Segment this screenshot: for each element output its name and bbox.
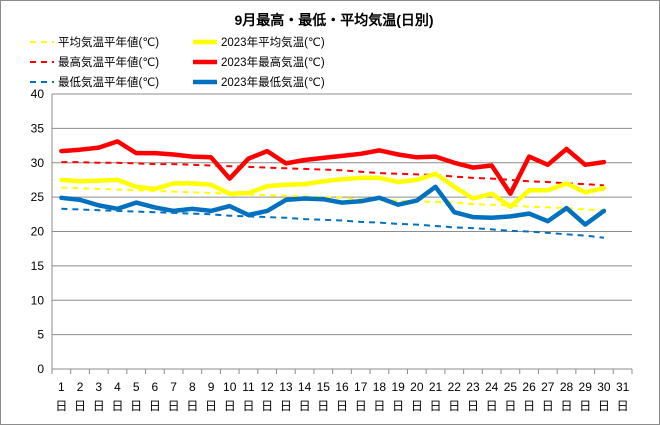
x-tick-label: 27 — [541, 380, 555, 394]
legend: 平均気温平年値(℃) 2023年平均気温(℃) 最高気温平年値(℃) 2023年最高気… — [30, 35, 325, 89]
x-tick-suffix: 日 — [448, 399, 460, 413]
legend-label-5: 最低気温平年値(℃) — [58, 75, 159, 89]
x-tick-label: 6 — [152, 380, 159, 394]
x-tick-suffix: 日 — [336, 399, 348, 413]
y-tick-label: 5 — [37, 328, 44, 342]
series-group — [59, 139, 607, 239]
x-tick-label: 22 — [448, 380, 462, 394]
x-tick-suffix: 日 — [242, 399, 254, 413]
legend-label-3: 最高気温平年値(℃) — [58, 55, 159, 69]
y-tick-label: 40 — [31, 87, 45, 101]
x-tick-label: 7 — [170, 380, 177, 394]
x-tick-label: 3 — [95, 380, 102, 394]
x-tick-suffix: 日 — [111, 399, 123, 413]
x-tick-label: 1 — [58, 380, 65, 394]
x-tick-suffix: 日 — [224, 399, 236, 413]
x-tick-label: 31 — [616, 380, 630, 394]
series-line-3 — [61, 161, 604, 187]
x-tick-label: 11 — [242, 380, 255, 394]
x-tick-suffix: 日 — [280, 399, 292, 413]
x-tick-suffix: 日 — [542, 399, 554, 413]
series-line-2 — [59, 171, 607, 209]
x-tick-suffix: 日 — [186, 399, 198, 413]
series-line-4 — [59, 139, 607, 196]
x-tick-label: 8 — [189, 380, 196, 394]
x-tick-label: 9 — [208, 380, 215, 394]
legend-label-4: 2023年最高気温(℃) — [221, 55, 325, 69]
x-tick-label: 21 — [429, 380, 443, 394]
series-line-6 — [59, 184, 607, 227]
x-tick-label: 5 — [133, 380, 140, 394]
x-tick-label: 23 — [466, 380, 480, 394]
x-tick-label: 14 — [298, 380, 312, 394]
x-tick-suffix: 日 — [55, 399, 67, 413]
x-tick-label: 26 — [522, 380, 536, 394]
legend-label-2: 2023年平均気温(℃) — [221, 35, 325, 49]
x-tick-label: 17 — [354, 380, 368, 394]
y-tick-label: 35 — [31, 121, 45, 135]
x-tick-suffix: 日 — [598, 399, 610, 413]
x-tick-label: 19 — [391, 380, 405, 394]
x-tick-suffix: 日 — [261, 399, 273, 413]
x-tick-suffix: 日 — [617, 399, 629, 413]
x-tick-suffix: 日 — [486, 399, 498, 413]
axes: 05101520253035401日2日3日4日5日6日7日8日9日10日11日… — [31, 87, 633, 413]
y-tick-label: 25 — [31, 190, 45, 204]
legend-label-1: 平均気温平年値(℃) — [58, 35, 159, 49]
x-tick-suffix: 日 — [579, 399, 591, 413]
x-tick-label: 12 — [260, 380, 274, 394]
x-tick-label: 29 — [579, 380, 593, 394]
series-line-5 — [61, 207, 605, 239]
grid — [52, 93, 632, 370]
x-tick-suffix: 日 — [467, 399, 479, 413]
x-tick-label: 4 — [114, 380, 121, 394]
x-tick-label: 13 — [279, 380, 293, 394]
x-tick-suffix: 日 — [149, 399, 161, 413]
y-tick-label: 30 — [31, 156, 45, 170]
x-tick-suffix: 日 — [205, 399, 217, 413]
x-tick-suffix: 日 — [373, 399, 385, 413]
x-tick-suffix: 日 — [411, 399, 423, 413]
x-tick-suffix: 日 — [504, 399, 516, 413]
legend-label-6: 2023年最低気温(℃) — [221, 75, 325, 89]
x-tick-label: 2 — [77, 380, 84, 394]
x-tick-suffix: 日 — [561, 399, 573, 413]
chart-title: 9月最高・最低・平均気温(日別) — [234, 12, 433, 28]
x-tick-label: 28 — [560, 380, 574, 394]
y-tick-label: 15 — [31, 259, 45, 273]
x-tick-label: 16 — [335, 380, 349, 394]
x-tick-suffix: 日 — [168, 399, 180, 413]
y-tick-label: 10 — [31, 293, 45, 307]
x-tick-suffix: 日 — [430, 399, 442, 413]
x-tick-label: 20 — [410, 380, 424, 394]
x-tick-suffix: 日 — [317, 399, 329, 413]
x-tick-label: 30 — [597, 380, 611, 394]
y-tick-label: 20 — [31, 225, 45, 239]
x-tick-suffix: 日 — [299, 399, 311, 413]
x-tick-label: 15 — [317, 380, 331, 394]
x-tick-label: 24 — [485, 380, 499, 394]
x-tick-label: 18 — [373, 380, 387, 394]
x-tick-suffix: 日 — [523, 399, 535, 413]
x-tick-suffix: 日 — [74, 399, 86, 413]
x-tick-label: 25 — [504, 380, 518, 394]
x-tick-suffix: 日 — [130, 399, 142, 413]
x-tick-suffix: 日 — [392, 399, 404, 413]
x-tick-suffix: 日 — [93, 399, 105, 413]
x-tick-suffix: 日 — [355, 399, 367, 413]
x-tick-label: 10 — [223, 380, 237, 394]
y-tick-label: 0 — [37, 362, 44, 376]
